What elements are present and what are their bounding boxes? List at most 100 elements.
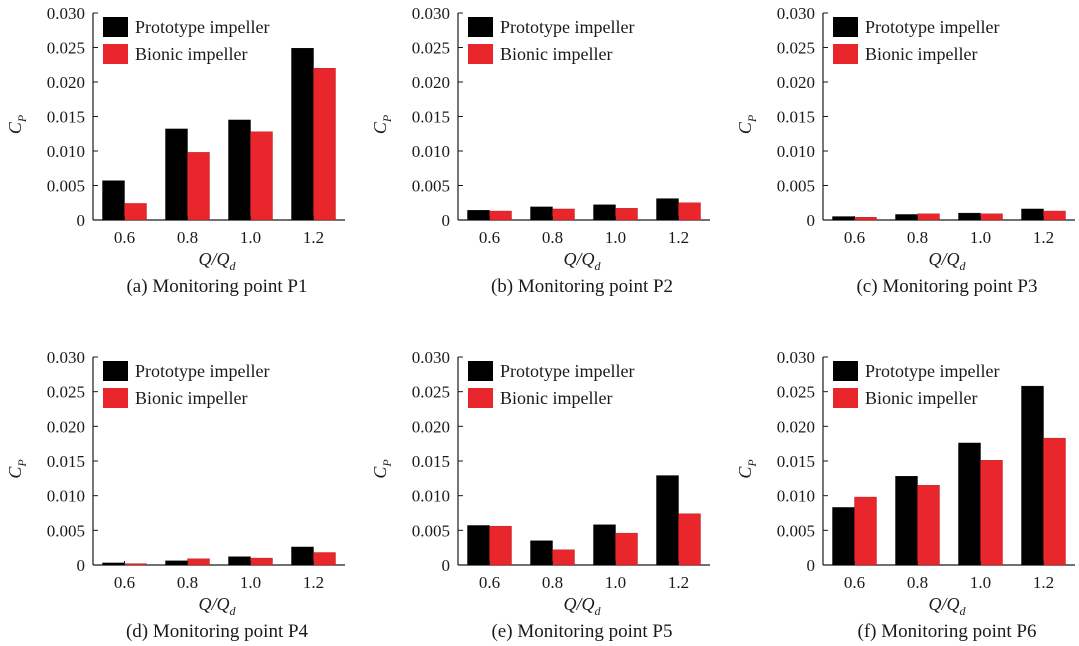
y-tick-label: 0.010 — [412, 142, 450, 161]
bar-bionic — [1043, 437, 1066, 566]
x-tick-label: 0.6 — [114, 573, 135, 592]
bar-bionic — [124, 203, 147, 221]
x-tick-label: 1.2 — [668, 573, 689, 592]
legend-swatch-bionic — [103, 388, 128, 408]
bar-bionic — [615, 532, 638, 566]
y-tick-label: 0.025 — [777, 383, 815, 402]
y-tick-label: 0.010 — [412, 487, 450, 506]
legend-swatch-prototype — [103, 361, 128, 381]
x-tick-label: 0.8 — [177, 228, 198, 247]
y-tick-label: 0.020 — [777, 417, 815, 436]
x-tick-label: 1.2 — [668, 228, 689, 247]
x-axis-title-subscript: d — [595, 604, 602, 618]
bar-prototype — [467, 210, 490, 221]
x-tick-label: 1.0 — [605, 573, 626, 592]
x-axis-title-subscript: d — [595, 259, 602, 273]
y-tick-label: 0.025 — [777, 39, 815, 58]
x-axis-title: Q/Qd — [564, 249, 602, 273]
y-tick-label: 0.030 — [777, 348, 815, 367]
y-tick-label: 0.015 — [47, 452, 85, 471]
legend-swatch-bionic — [833, 44, 858, 64]
legend: Prototype impeller Bionic impeller — [103, 361, 269, 408]
x-tick-label: 0.6 — [114, 228, 135, 247]
y-tick-label: 0.010 — [777, 487, 815, 506]
chart-panel-1: 0 0.005 0.010 0.015 0.020 0.025 0.030 0.6 0.8 1.0… — [5, 4, 345, 297]
y-tick-label: 0.030 — [777, 4, 815, 23]
chart-panel-6: 0 0.005 0.010 0.015 0.020 0.025 0.030 0.6 0.8 1.0… — [735, 348, 1075, 642]
y-tick-label: 0.025 — [412, 39, 450, 58]
x-axis-title-subscript: d — [230, 259, 237, 273]
x-axis-title: Q/Qd — [199, 594, 237, 618]
y-tick-label: 0.020 — [47, 73, 85, 92]
y-tick-label: 0.030 — [412, 348, 450, 367]
x-tick-label: 1.0 — [970, 573, 991, 592]
x-tick-label: 0.8 — [542, 228, 563, 247]
bar-bionic — [917, 485, 940, 566]
bar-bionic — [1043, 210, 1066, 221]
x-tick-label: 0.8 — [177, 573, 198, 592]
x-tick-label: 0.6 — [479, 573, 500, 592]
y-tick-label: 0.010 — [47, 142, 85, 161]
legend-label: Prototype impeller — [865, 361, 999, 381]
y-tick-label: 0.020 — [412, 417, 450, 436]
y-tick-label: 0.015 — [777, 452, 815, 471]
y-tick-label: 0.015 — [47, 108, 85, 127]
y-axis-title-subscript: P — [380, 114, 394, 123]
bar-bionic — [250, 557, 273, 566]
bar-prototype — [102, 562, 125, 566]
y-axis-title-subscript: P — [745, 459, 759, 468]
legend-swatch-bionic — [468, 44, 493, 64]
bar-bionic — [124, 563, 147, 566]
bar-bionic — [980, 460, 1003, 566]
x-tick-label: 1.0 — [240, 228, 261, 247]
y-tick-label: 0.005 — [412, 177, 450, 196]
bar-bionic — [854, 217, 877, 221]
bar-bionic — [250, 131, 273, 221]
y-tick-label: 0.005 — [777, 177, 815, 196]
y-axis-title: CP — [5, 459, 29, 479]
y-tick-label: 0.015 — [412, 108, 450, 127]
legend-swatch-bionic — [833, 388, 858, 408]
y-axis-title: CP — [735, 459, 759, 479]
x-tick-label: 1.2 — [1033, 228, 1054, 247]
x-tick-label: 0.6 — [844, 573, 865, 592]
y-axis-title: CP — [370, 459, 394, 479]
x-axis-title: Q/Qd — [929, 249, 967, 273]
y-tick-label: 0.020 — [47, 417, 85, 436]
y-axis-title-subscript: P — [15, 114, 29, 123]
x-tick-label: 1.0 — [240, 573, 261, 592]
legend-label: Bionic impeller — [865, 388, 977, 408]
legend-label: Bionic impeller — [135, 44, 247, 64]
bar-bionic — [917, 213, 940, 221]
x-tick-label: 0.6 — [479, 228, 500, 247]
legend-label: Prototype impeller — [135, 17, 269, 37]
bar-prototype — [291, 546, 314, 566]
x-axis-title: Q/Qd — [564, 594, 602, 618]
y-tick-label: 0.010 — [777, 142, 815, 161]
panel-caption: (c) Monitoring point P3 — [856, 276, 1037, 297]
bar-bionic — [552, 549, 575, 566]
x-tick-label: 1.0 — [605, 228, 626, 247]
panel-caption: (f) Monitoring point P6 — [858, 621, 1037, 642]
y-tick-label: 0.005 — [777, 521, 815, 540]
bar-prototype — [832, 216, 855, 221]
y-tick-label: 0.015 — [412, 452, 450, 471]
x-axis-title-subscript: d — [960, 259, 967, 273]
x-axis-title: Q/Qd — [199, 249, 237, 273]
bar-prototype — [958, 442, 981, 566]
y-tick-label: 0.030 — [412, 4, 450, 23]
legend-swatch-bionic — [468, 388, 493, 408]
legend-label: Bionic impeller — [500, 388, 612, 408]
legend-label: Prototype impeller — [865, 17, 999, 37]
bar-prototype — [656, 198, 679, 221]
bar-prototype — [656, 475, 679, 566]
y-axis-title-subscript: P — [15, 459, 29, 468]
x-axis-title: Q/Qd — [929, 594, 967, 618]
y-tick-label: 0.025 — [412, 383, 450, 402]
y-tick-label: 0.005 — [412, 521, 450, 540]
y-tick-label: 0.015 — [777, 108, 815, 127]
bar-prototype — [530, 206, 553, 221]
panel-caption: (a) Monitoring point P1 — [126, 276, 307, 297]
bar-prototype — [228, 119, 251, 221]
